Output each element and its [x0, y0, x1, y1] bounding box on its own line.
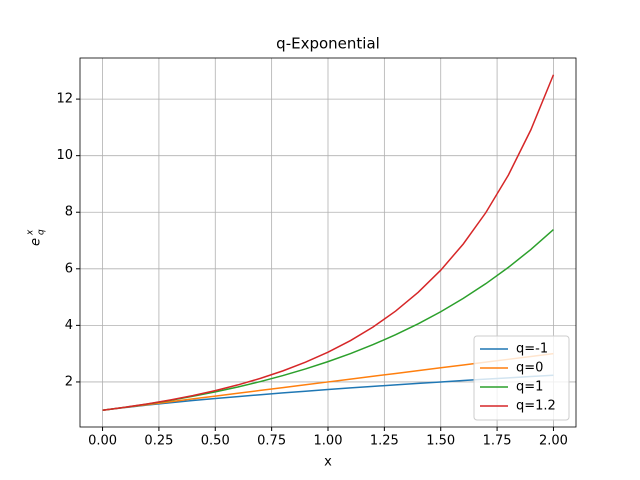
y-tick-label: 12: [56, 92, 73, 107]
legend-label: q=1: [516, 380, 543, 395]
y-label-base: e: [29, 238, 44, 246]
legend-label: q=1.2: [516, 399, 556, 414]
x-tick-label: 0.25: [144, 434, 173, 449]
y-tick-label: 10: [56, 148, 73, 163]
legend-label: q=-1: [516, 342, 548, 357]
x-tick-label: 1.00: [314, 434, 343, 449]
axes-frame: [79, 57, 577, 428]
y-label-sup: x: [26, 229, 36, 236]
x-tick-label: 0.00: [88, 434, 117, 449]
legend-box: [473, 335, 570, 421]
y-tick-label: 6: [65, 261, 73, 276]
x-tick-label: 2.00: [539, 434, 568, 449]
x-tick-label: 1.75: [483, 434, 512, 449]
legend-label: q=0: [516, 361, 543, 376]
x-tick-label: 1.50: [426, 434, 455, 449]
chart-title: q-Exponential: [276, 35, 380, 53]
line-series: [102, 74, 555, 411]
y-tick-label: 2: [65, 374, 73, 389]
x-axis-label: x: [324, 455, 332, 470]
y-tick-label: 4: [65, 318, 73, 333]
legend: q=-1 q=0 q=1 q=1.2: [473, 335, 570, 421]
y-axis-label: e x q: [26, 229, 47, 246]
x-tick-label: 1.25: [370, 434, 399, 449]
x-tick-label: 0.75: [257, 434, 286, 449]
x-tick-label: 0.50: [201, 434, 230, 449]
y-label-sub: q: [37, 229, 47, 235]
y-tick-label: 8: [65, 205, 73, 220]
